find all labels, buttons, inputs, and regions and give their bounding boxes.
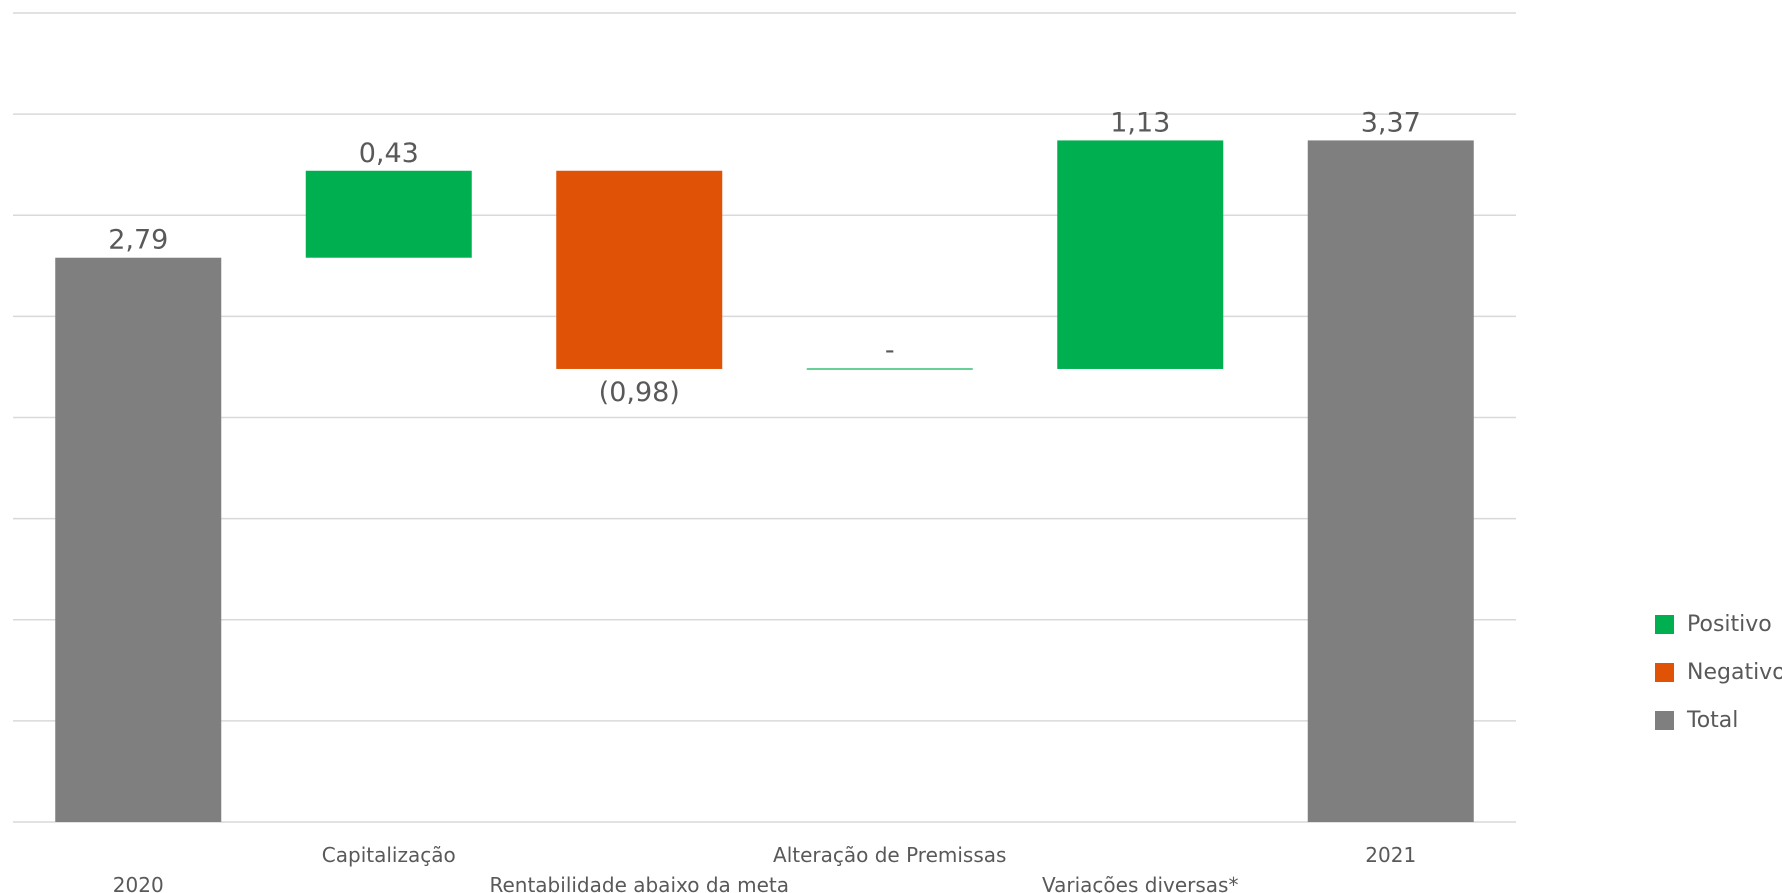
legend-label-negativo: Negativo — [1687, 659, 1782, 685]
data-label-1: 0,43 — [359, 138, 419, 169]
category-label-1: Capitalização — [322, 843, 456, 867]
legend-swatch-negativo — [1655, 662, 1674, 682]
data-label-4: 1,13 — [1110, 107, 1170, 138]
legend-label-positivo: Positivo — [1687, 611, 1772, 637]
data-label-3: - — [885, 335, 895, 366]
legend-swatch-positivo — [1655, 614, 1674, 634]
legend-item-positivo: Positivo — [1655, 600, 1782, 648]
bar-4 — [1057, 140, 1224, 369]
legend: Positivo Negativo Total — [1655, 600, 1782, 744]
bar-2 — [556, 170, 723, 369]
data-label-0: 2,79 — [108, 225, 168, 256]
category-label-0: 2020 — [113, 873, 164, 893]
category-label-2: Rentabilidade abaixo da meta — [489, 873, 789, 893]
category-label-3: Alteração de Premissas — [773, 843, 1006, 867]
category-label-4: Variações diversas* — [1042, 873, 1238, 893]
data-label-2: (0,98) — [599, 377, 680, 408]
legend-item-total: Total — [1655, 696, 1782, 744]
bar-1 — [305, 170, 472, 258]
bar-0 — [55, 257, 222, 822]
legend-item-negativo: Negativo — [1655, 648, 1782, 696]
legend-label-total: Total — [1687, 707, 1739, 733]
bar-5 — [1307, 140, 1474, 823]
data-label-5: 3,37 — [1361, 107, 1421, 138]
legend-swatch-total — [1655, 710, 1674, 730]
category-label-5: 2021 — [1365, 843, 1416, 867]
